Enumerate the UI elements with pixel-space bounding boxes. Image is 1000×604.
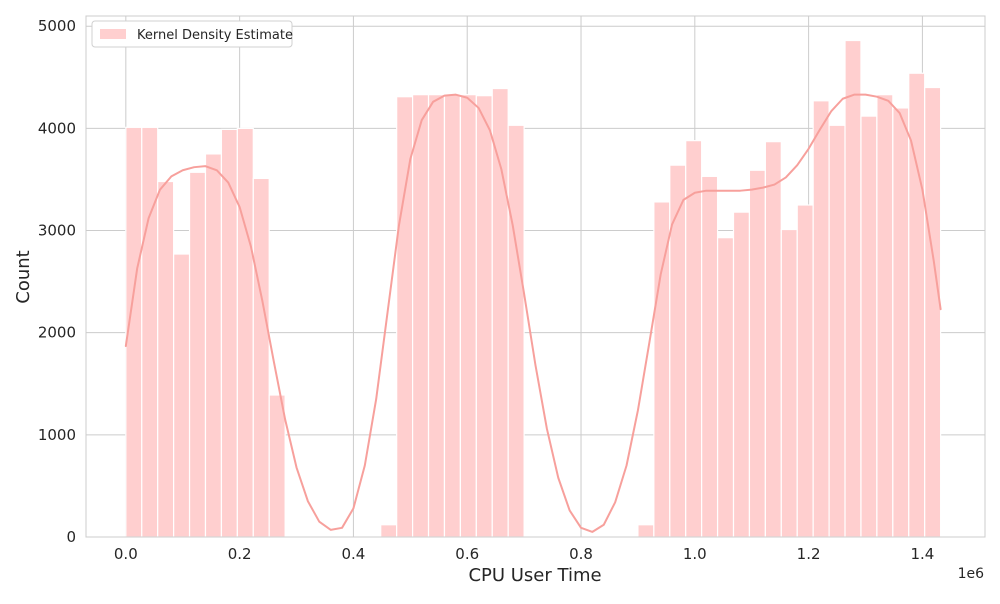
histogram-bar xyxy=(268,394,286,538)
histogram-bar xyxy=(892,107,910,538)
x-tick-labels: 0.0 0.2 0.4 0.6 0.8 1.0 1.2 1.4 xyxy=(114,545,934,563)
histogram-bar xyxy=(236,127,254,538)
legend-swatch xyxy=(100,29,126,39)
histogram-bar xyxy=(252,177,270,538)
histogram-bar xyxy=(491,87,509,538)
histogram-bar xyxy=(812,100,830,538)
histogram-bar xyxy=(780,228,798,538)
histogram-bar xyxy=(411,94,430,538)
histogram-bar xyxy=(204,153,223,538)
x-tick-label: 0.0 xyxy=(114,545,138,563)
histogram-bar xyxy=(475,95,493,538)
x-tick-label: 0.4 xyxy=(341,545,365,563)
kde-curve xyxy=(124,93,942,533)
y-tick-label: 4000 xyxy=(38,119,76,137)
histogram-bar xyxy=(188,171,207,538)
plot-frame xyxy=(85,15,986,538)
histogram-bar xyxy=(157,180,175,538)
legend-box xyxy=(91,20,293,48)
histogram-bar xyxy=(844,39,862,538)
x-tick-label: 0.8 xyxy=(569,545,593,563)
y-tick-label: 0 xyxy=(66,528,76,546)
legend: Kernel Density Estimate xyxy=(91,20,293,48)
histogram-bar xyxy=(764,141,782,538)
histogram-bar xyxy=(860,115,878,538)
x-tick-label: 1.0 xyxy=(683,545,707,563)
x-tick-label: 0.2 xyxy=(228,545,252,563)
histogram-bar xyxy=(796,204,814,538)
x-tick-label: 1.2 xyxy=(797,545,821,563)
y-axis-title: Count xyxy=(13,250,34,303)
histogram-bar xyxy=(459,94,477,538)
histogram-bar xyxy=(380,524,398,538)
y-tick-label: 1000 xyxy=(38,426,76,444)
legend-entry-label: Kernel Density Estimate xyxy=(137,28,293,43)
histogram-bar xyxy=(828,124,846,538)
histogram-bar xyxy=(876,94,894,538)
histogram-bar xyxy=(637,524,655,538)
histogram-bar xyxy=(669,164,687,538)
x-axis-offset-label: 1e6 xyxy=(958,566,985,582)
y-tick-label: 5000 xyxy=(38,17,76,35)
histogram-bar xyxy=(653,201,671,538)
x-tick-label: 0.6 xyxy=(455,545,479,563)
histogram-bar xyxy=(701,175,719,538)
histogram-bar xyxy=(443,94,461,538)
kde-curve-group xyxy=(124,93,942,533)
histogram-bar xyxy=(685,140,703,538)
plot-border xyxy=(85,15,986,538)
histogram-bar xyxy=(173,253,191,538)
y-tick-label: 2000 xyxy=(38,324,76,342)
x-axis-title: CPU User Time xyxy=(468,565,601,586)
histogram-bar xyxy=(732,211,751,538)
histogram-bar xyxy=(748,169,766,538)
histogram-bar xyxy=(716,237,735,538)
x-tick-label: 1.4 xyxy=(910,545,934,563)
y-tick-labels: 0 1000 2000 3000 4000 5000 xyxy=(38,17,76,546)
histogram-bar xyxy=(427,94,446,538)
histogram-bar xyxy=(924,86,942,538)
histogram-bar xyxy=(507,124,525,538)
histogram-bar xyxy=(141,126,159,538)
histogram-bar xyxy=(220,128,238,538)
y-tick-label: 3000 xyxy=(38,222,76,240)
histogram-bars xyxy=(125,39,942,538)
